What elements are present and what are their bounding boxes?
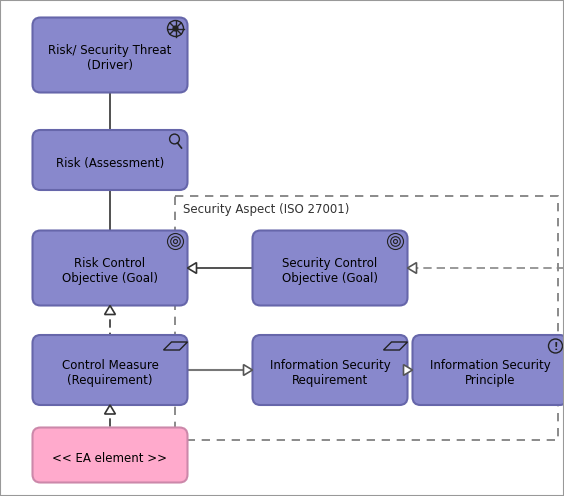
FancyBboxPatch shape xyxy=(253,231,408,306)
Polygon shape xyxy=(104,306,116,314)
Text: !: ! xyxy=(553,342,558,352)
FancyBboxPatch shape xyxy=(33,335,187,405)
Polygon shape xyxy=(403,365,412,375)
Polygon shape xyxy=(408,262,416,273)
Polygon shape xyxy=(244,365,253,375)
Text: Information Security
Principle: Information Security Principle xyxy=(430,359,550,387)
Text: Risk/ Security Threat
(Driver): Risk/ Security Threat (Driver) xyxy=(49,44,171,72)
Text: Control Measure
(Requirement): Control Measure (Requirement) xyxy=(61,359,158,387)
FancyBboxPatch shape xyxy=(33,428,187,483)
Text: Security Control
Objective (Goal): Security Control Objective (Goal) xyxy=(282,257,378,285)
Text: Security Aspect (ISO 27001): Security Aspect (ISO 27001) xyxy=(183,203,349,216)
FancyBboxPatch shape xyxy=(253,335,408,405)
FancyBboxPatch shape xyxy=(33,130,187,190)
FancyBboxPatch shape xyxy=(33,231,187,306)
FancyBboxPatch shape xyxy=(412,335,564,405)
Polygon shape xyxy=(187,262,196,273)
Text: Risk (Assessment): Risk (Assessment) xyxy=(56,157,164,170)
Text: Risk Control
Objective (Goal): Risk Control Objective (Goal) xyxy=(62,257,158,285)
Circle shape xyxy=(173,26,178,31)
FancyBboxPatch shape xyxy=(33,17,187,92)
Polygon shape xyxy=(104,405,116,414)
Bar xyxy=(175,196,558,440)
Text: Information Security
Requirement: Information Security Requirement xyxy=(270,359,390,387)
Text: << EA element >>: << EA element >> xyxy=(52,451,168,464)
